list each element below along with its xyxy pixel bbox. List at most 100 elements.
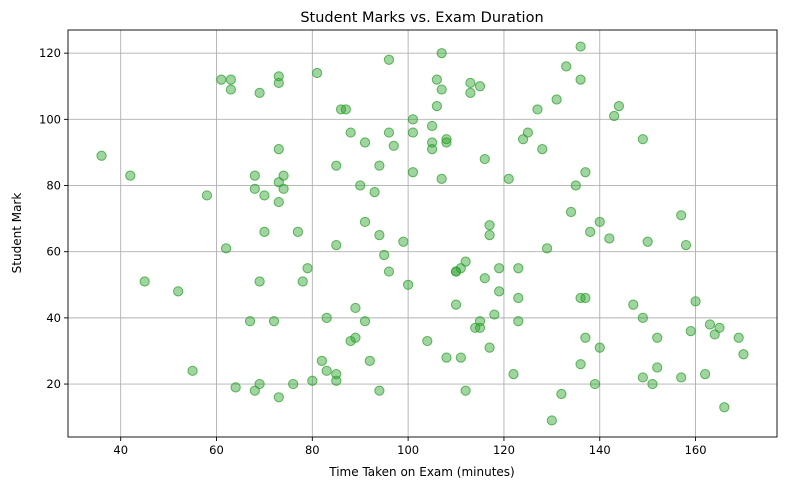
x-tick-label: 120 (493, 443, 515, 457)
data-point (249, 183, 260, 194)
data-point (460, 256, 471, 267)
data-point (273, 196, 284, 208)
data-point (647, 378, 658, 390)
data-point (254, 87, 265, 98)
data-point (383, 266, 395, 277)
data-point (613, 101, 625, 112)
x-tick-label: 40 (113, 443, 128, 457)
data-point (216, 74, 227, 85)
data-point (513, 263, 524, 274)
y-axis-ticks: 20 40 60 80 100 120 (39, 46, 68, 391)
data-point (508, 369, 519, 380)
data-point (431, 74, 442, 85)
data-point (580, 167, 591, 178)
data-point (173, 286, 184, 297)
data-point (676, 372, 687, 383)
data-point (441, 137, 452, 148)
data-point (312, 67, 323, 79)
data-point (297, 276, 308, 287)
data-point (125, 170, 136, 181)
data-point (426, 120, 438, 132)
data-point (316, 355, 327, 366)
data-point (628, 299, 639, 310)
x-axis-label: Time Taken on Exam (minutes) (328, 465, 514, 479)
data-point (422, 335, 433, 347)
data-point (407, 167, 419, 178)
data-point (379, 249, 390, 261)
data-point (474, 322, 486, 333)
data-point (522, 127, 533, 138)
data-point (494, 263, 505, 274)
data-point (450, 299, 462, 310)
y-tick-label: 60 (46, 245, 61, 259)
data-point (637, 312, 648, 323)
data-point (436, 173, 447, 185)
data-point (331, 375, 342, 386)
data-point (680, 239, 692, 251)
data-point (292, 226, 304, 237)
data-point (244, 316, 256, 327)
data-point (465, 77, 476, 89)
data-point (383, 54, 395, 65)
data-point (719, 402, 730, 413)
data-point (575, 74, 586, 85)
data-point (278, 170, 289, 181)
y-tick-label: 120 (39, 46, 61, 60)
data-point (580, 332, 591, 343)
data-point (359, 216, 371, 228)
data-point (259, 226, 270, 237)
data-point (403, 279, 414, 290)
data-point (685, 326, 696, 337)
data-point (637, 372, 648, 383)
data-point (331, 160, 342, 171)
x-tick-label: 100 (397, 443, 419, 457)
grid (68, 30, 777, 437)
data-point (364, 355, 375, 366)
data-point (407, 127, 419, 138)
data-point (609, 110, 620, 122)
data-point (359, 316, 371, 327)
data-point (307, 375, 318, 386)
data-point (561, 61, 572, 72)
data-point (690, 296, 701, 307)
data-point (484, 220, 495, 231)
x-tick-label: 60 (209, 443, 224, 457)
data-point (321, 365, 332, 376)
data-point (288, 378, 299, 390)
data-point (551, 94, 562, 105)
data-point (546, 415, 557, 426)
data-point (460, 385, 471, 396)
data-point (273, 392, 284, 403)
data-point (733, 332, 744, 343)
x-axis-ticks: 40 60 80 100 120 140 160 (113, 437, 707, 457)
data-point (489, 309, 500, 320)
y-axis-label: Student Mark (10, 193, 24, 274)
data-point (738, 349, 749, 360)
data-point (652, 362, 663, 373)
data-point (455, 352, 466, 363)
data-point (594, 342, 605, 353)
data-point (398, 236, 409, 247)
data-point (345, 127, 356, 138)
data-point (479, 273, 490, 284)
chart-title: Student Marks vs. Exam Duration (300, 10, 543, 26)
data-point (589, 378, 601, 390)
data-point (230, 382, 241, 393)
data-point (321, 312, 332, 323)
data-point (479, 153, 490, 165)
data-point (494, 286, 505, 297)
data-point (513, 316, 524, 327)
data-point (187, 365, 198, 376)
data-point (556, 388, 567, 400)
data-point (575, 359, 586, 370)
data-point (249, 170, 260, 181)
data-point (441, 352, 452, 363)
data-point (565, 206, 577, 218)
data-point (278, 183, 289, 194)
data-point (700, 369, 711, 380)
data-point (652, 332, 663, 343)
data-point (441, 134, 452, 145)
data-point (513, 292, 524, 304)
data-point (714, 322, 725, 333)
data-point (704, 319, 716, 330)
